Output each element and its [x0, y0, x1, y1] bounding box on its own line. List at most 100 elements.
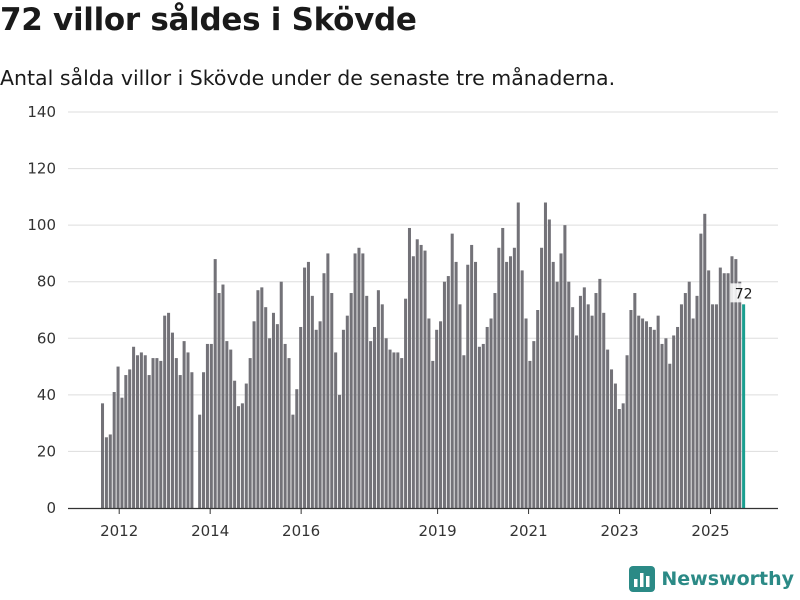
- bar: [431, 360, 435, 508]
- bar: [450, 233, 454, 508]
- bar: [163, 315, 167, 508]
- bar: [466, 264, 470, 508]
- bar: [186, 352, 190, 508]
- bar: [540, 247, 544, 508]
- x-tick-label: 2021: [509, 522, 547, 540]
- x-tick-label: 2016: [282, 522, 320, 540]
- bar: [474, 261, 478, 508]
- y-tick-label: 0: [46, 499, 56, 517]
- bar: [703, 213, 707, 508]
- bar: [594, 293, 598, 508]
- bar: [621, 403, 625, 508]
- bar: [101, 403, 105, 508]
- bar: [714, 304, 718, 508]
- bar: [699, 233, 703, 508]
- bar: [365, 295, 369, 508]
- bar: [283, 343, 287, 508]
- y-tick-label: 120: [27, 160, 56, 178]
- x-tick-label: 2019: [419, 522, 457, 540]
- bar: [501, 227, 505, 508]
- bar: [598, 278, 602, 508]
- bar: [508, 256, 513, 508]
- bar: [415, 239, 419, 509]
- bar: [512, 247, 516, 508]
- gridlines: [68, 111, 778, 452]
- bar: [124, 375, 128, 508]
- bar: [143, 355, 147, 508]
- bar: [711, 304, 715, 508]
- bar: [213, 259, 217, 508]
- bar: [104, 437, 108, 508]
- bar: [637, 315, 641, 508]
- bar: [384, 338, 388, 508]
- bar: [338, 394, 342, 508]
- y-tick-label: 60: [37, 329, 56, 347]
- bar: [306, 261, 310, 508]
- bar: [244, 383, 248, 508]
- bar: [334, 352, 338, 508]
- bar: [516, 202, 520, 508]
- bar: [691, 318, 695, 508]
- bar: [205, 343, 209, 508]
- bar: [617, 409, 621, 508]
- y-tick-label: 20: [37, 442, 56, 460]
- bar: [380, 304, 384, 508]
- bar: [602, 312, 606, 508]
- bar: [648, 326, 652, 508]
- bar: [108, 434, 112, 508]
- bar: [536, 310, 540, 508]
- bar: [139, 352, 143, 508]
- bar: [404, 298, 408, 508]
- bar: [229, 349, 233, 508]
- bar: [586, 304, 590, 508]
- bar: [547, 219, 551, 509]
- bar: [520, 270, 524, 508]
- y-tick-label: 100: [27, 216, 56, 234]
- bar: [606, 349, 610, 508]
- data-labels: 72: [730, 283, 757, 303]
- bar: [528, 360, 532, 508]
- bar: [734, 259, 738, 508]
- bar: [571, 307, 575, 508]
- bar: [660, 343, 664, 508]
- bar: [264, 307, 268, 508]
- newsworthy-brand[interactable]: Newsworthy: [629, 566, 794, 592]
- bar: [676, 326, 680, 508]
- bar: [726, 273, 730, 508]
- bar: [718, 267, 722, 508]
- bar: [578, 295, 582, 508]
- bar: [392, 352, 396, 508]
- bar: [376, 290, 380, 508]
- bar: [695, 295, 699, 508]
- bar: [225, 341, 229, 508]
- bar: [353, 253, 357, 508]
- bar: [664, 338, 668, 508]
- bar: [326, 253, 330, 508]
- bar: [159, 360, 163, 508]
- bar: [679, 304, 683, 508]
- x-axis-ticks: 2012 2014 2016 2019 2021 2023 2025: [100, 508, 730, 540]
- bar: [644, 321, 649, 508]
- bar: [322, 273, 326, 508]
- bar: [446, 276, 450, 508]
- bar: [369, 341, 373, 508]
- bar: [291, 414, 295, 508]
- bar: [738, 281, 742, 508]
- bar: [470, 244, 474, 508]
- bar: [672, 335, 676, 508]
- bar: [202, 372, 206, 508]
- bar: [458, 304, 462, 508]
- bar: [563, 225, 567, 508]
- bar: [248, 358, 252, 508]
- bar: [524, 318, 528, 508]
- bar: [128, 369, 132, 508]
- bar: [388, 349, 392, 508]
- bar: [485, 326, 489, 508]
- bar: [407, 227, 411, 508]
- bar: [299, 326, 303, 508]
- bar: [178, 375, 182, 508]
- bar: [652, 329, 656, 508]
- bar: [361, 253, 365, 508]
- bar: [341, 329, 345, 508]
